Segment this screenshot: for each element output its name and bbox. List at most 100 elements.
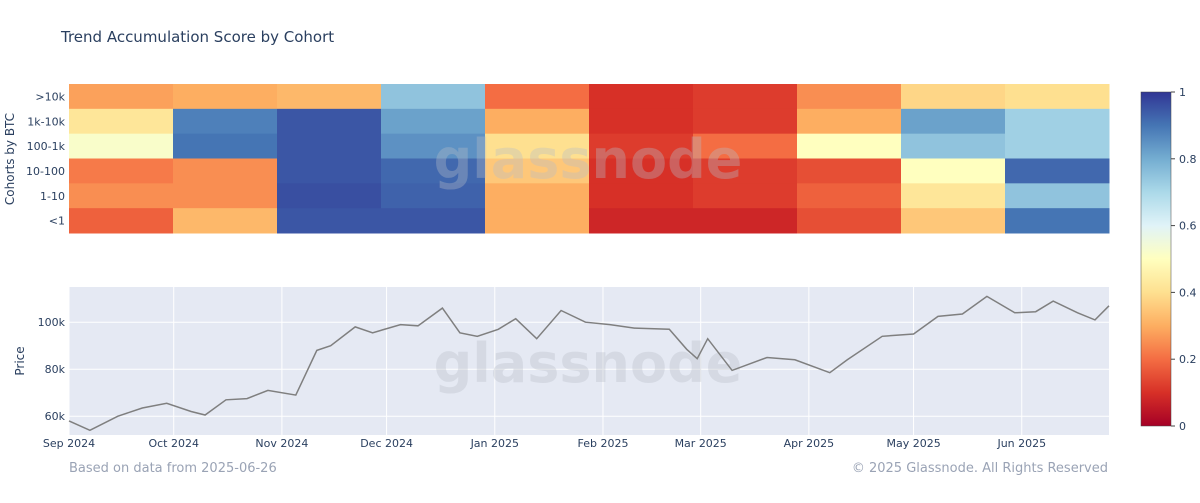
heatmap-y-tick-label: >10k: [35, 90, 65, 103]
x-tick-label: May 2025: [886, 437, 940, 450]
heatmap-y-tick-label: <1: [49, 215, 65, 228]
x-tick-label: Oct 2024: [148, 437, 199, 450]
colorbar-tick-label: 0.4: [1179, 286, 1197, 299]
price-plot-background: [69, 287, 1109, 435]
heatmap-cell: [901, 183, 1006, 209]
heatmap-cell: [797, 208, 902, 234]
price-y-tick-label: 100k: [38, 316, 66, 329]
x-tick-label: Jun 2025: [996, 437, 1046, 450]
colorbar-gradient: [1140, 91, 1172, 427]
colorbar: [1140, 91, 1172, 427]
heatmap-cell: [381, 208, 486, 234]
heatmap-cell: [1005, 158, 1110, 184]
heatmap-cell: [69, 208, 174, 234]
chart-title: Trend Accumulation Score by Cohort: [61, 28, 335, 46]
heatmap-cell: [1005, 208, 1110, 234]
x-tick-label: Jan 2025: [470, 437, 519, 450]
heatmap-cell: [69, 158, 174, 184]
heatmap-cell: [277, 208, 382, 234]
colorbar-tick-label: 0.2: [1179, 353, 1197, 366]
heatmap-cell: [693, 133, 798, 159]
heatmap-cell: [693, 84, 798, 110]
heatmap-cell: [901, 133, 1006, 159]
heatmap-cell: [589, 108, 694, 135]
price-y-tick-label: 60k: [45, 410, 66, 423]
x-tick-label: Dec 2024: [360, 437, 413, 450]
heatmap-cell: [589, 133, 694, 159]
heatmap-cell: [693, 108, 798, 135]
heatmap-cell: [589, 208, 694, 234]
heatmap-cell: [69, 84, 174, 110]
x-tick-label: Nov 2024: [255, 437, 308, 450]
heatmap-cell: [485, 133, 590, 159]
heatmap-cell: [589, 84, 694, 110]
heatmap: [69, 84, 1110, 234]
heatmap-cell: [277, 108, 382, 135]
heatmap-cell: [381, 158, 486, 184]
x-tick-label: Sep 2024: [43, 437, 95, 450]
heatmap-cell: [485, 84, 590, 110]
heatmap-y-tick-label: 1-10: [40, 190, 65, 203]
heatmap-cell: [589, 158, 694, 184]
heatmap-cell: [381, 108, 486, 135]
heatmap-cell: [797, 84, 902, 110]
heatmap-y-tick-labels: >10k 1k-10k 100-1k 10-100 1-10 <1: [26, 90, 66, 227]
colorbar-tick-label: 0: [1179, 420, 1186, 433]
heatmap-y-axis-title: Cohorts by BTC: [3, 113, 17, 205]
heatmap-cell: [173, 133, 278, 159]
heatmap-cell: [173, 108, 278, 135]
heatmap-cell: [1005, 84, 1110, 110]
heatmap-cell: [797, 158, 902, 184]
heatmap-cell: [173, 84, 278, 110]
heatmap-cell: [173, 158, 278, 184]
data-date-note: Based on data from 2025-06-26: [69, 461, 277, 476]
heatmap-cell: [901, 208, 1006, 234]
heatmap-cell: [485, 158, 590, 184]
x-tick-label: Feb 2025: [578, 437, 629, 450]
heatmap-cell: [1005, 108, 1110, 135]
heatmap-cell: [589, 183, 694, 209]
price-y-tick-label: 80k: [45, 363, 66, 376]
colorbar-tick-label: 0.8: [1179, 153, 1197, 166]
heatmap-cell: [69, 183, 174, 209]
colorbar-tick-label: 0.6: [1179, 220, 1197, 233]
heatmap-cell: [1005, 183, 1110, 209]
heatmap-cell: [485, 183, 590, 209]
x-tick-label: Mar 2025: [675, 437, 727, 450]
heatmap-cell: [693, 208, 798, 234]
heatmap-cell: [277, 133, 382, 159]
heatmap-y-tick-label: 10-100: [26, 165, 65, 178]
heatmap-cell: [277, 158, 382, 184]
x-tick-labels: Sep 2024 Oct 2024 Nov 2024 Dec 2024 Jan 2025…: [43, 437, 1046, 450]
price-grid: [68, 287, 1109, 435]
heatmap-cell: [485, 208, 590, 234]
heatmap-cell: [901, 84, 1006, 110]
heatmap-cell: [485, 108, 590, 135]
x-tick-label: Apr 2025: [784, 437, 835, 450]
heatmap-cell: [69, 108, 174, 135]
heatmap-cell: [381, 183, 486, 209]
heatmap-watermark: glassnode: [434, 128, 743, 191]
colorbar-tick-labels: 0 0.2 0.4 0.6 0.8 1: [1171, 86, 1197, 433]
copyright-note: © 2025 Glassnode. All Rights Reserved: [851, 461, 1108, 476]
heatmap-cell: [797, 108, 902, 135]
heatmap-cell: [381, 133, 486, 159]
price-y-tick-labels: 60k 80k 100k: [38, 316, 66, 423]
heatmap-cell: [901, 108, 1006, 135]
heatmap-y-tick-label: 100-1k: [27, 140, 66, 153]
heatmap-cell: [173, 183, 278, 209]
heatmap-cell: [381, 84, 486, 110]
price-line: [68, 295, 1110, 432]
heatmap-cell: [277, 183, 382, 209]
heatmap-cell: [797, 133, 902, 159]
heatmap-cell: [69, 133, 174, 159]
heatmap-cell: [173, 208, 278, 234]
heatmap-cell: [277, 84, 382, 110]
price-y-axis-title: Price: [13, 346, 27, 375]
heatmap-y-tick-label: 1k-10k: [27, 115, 65, 128]
heatmap-cell: [901, 158, 1006, 184]
colorbar-tick-label: 1: [1179, 86, 1186, 99]
heatmap-cell: [693, 158, 798, 184]
heatmap-cell: [1005, 133, 1110, 159]
